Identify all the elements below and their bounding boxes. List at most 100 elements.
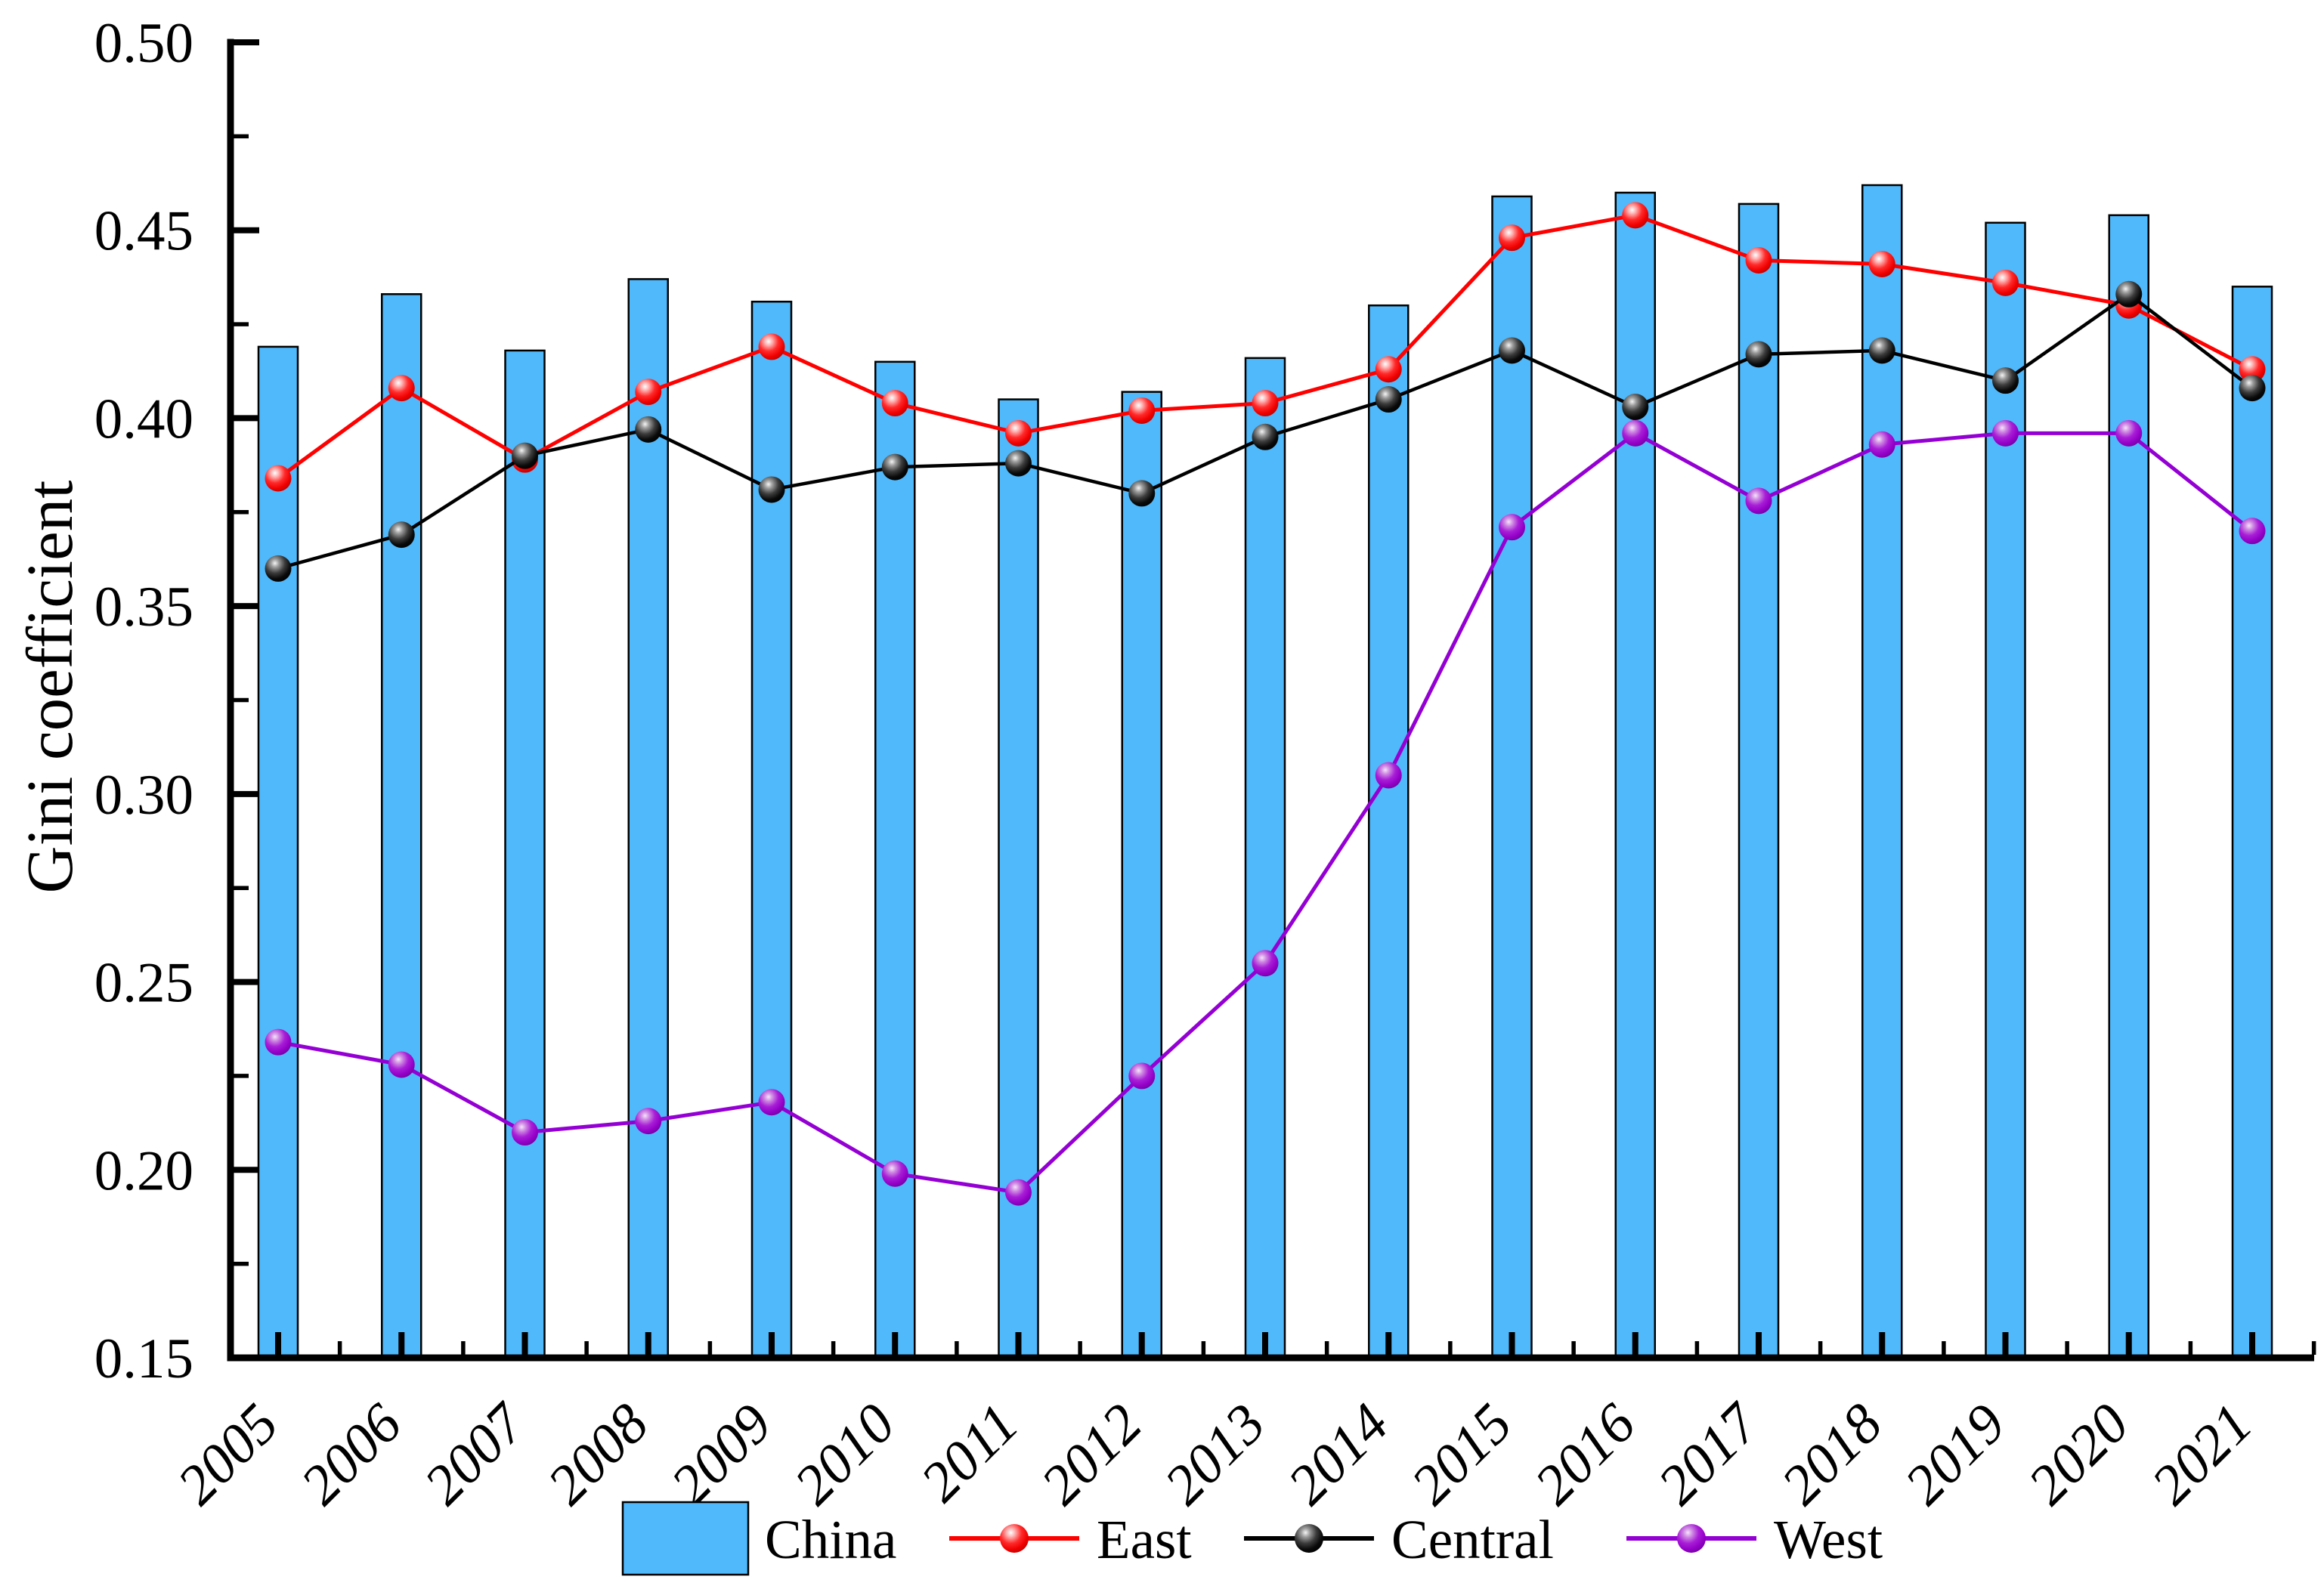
- east-marker-2009: [758, 333, 785, 360]
- x-tick-label-2008: 2008: [536, 1392, 661, 1516]
- y-tick-label-0.50: 0.50: [94, 12, 193, 75]
- x-tick-label-2016: 2016: [1523, 1392, 1648, 1516]
- series-east: [265, 202, 2266, 492]
- central-marker-2020: [2115, 280, 2143, 308]
- east-marker-2014: [1375, 356, 1402, 383]
- east-marker-2011: [1005, 419, 1032, 447]
- west-marker-2007: [512, 1119, 538, 1146]
- bar-2017: [1738, 203, 1780, 1359]
- legend-marker-west: [1677, 1524, 1706, 1553]
- y-tick-label-0.20: 0.20: [94, 1139, 193, 1202]
- west-marker-2014: [1375, 762, 1402, 789]
- x-tick-label-2010: 2010: [783, 1392, 908, 1516]
- west-marker-2010: [881, 1160, 908, 1187]
- central-marker-2015: [1499, 337, 1525, 364]
- east-marker-2006: [388, 375, 415, 402]
- west-marker-2019: [1992, 419, 2019, 447]
- bar-2012: [1121, 391, 1162, 1359]
- west-marker-2017: [1745, 487, 1772, 515]
- x-tick-label-2005: 2005: [166, 1392, 290, 1516]
- bar-2009: [750, 300, 793, 1359]
- y-tick-label-0.45: 0.45: [94, 200, 193, 263]
- legend-swatch-china: [621, 1501, 750, 1576]
- y-tick-label-0.25: 0.25: [94, 952, 193, 1015]
- y-tick-label-0.15: 0.15: [94, 1328, 193, 1390]
- central-marker-2006: [388, 521, 415, 549]
- west-marker-2020: [2115, 419, 2143, 447]
- bar-2018: [1861, 184, 1903, 1359]
- x-tick-label-2017: 2017: [1646, 1390, 1772, 1516]
- west-marker-2018: [1868, 431, 1895, 458]
- bar-2008: [627, 278, 669, 1359]
- central-marker-2007: [512, 442, 538, 469]
- east-marker-2012: [1128, 397, 1156, 424]
- west-marker-2006: [388, 1051, 415, 1078]
- x-tick-label-2021: 2021: [2140, 1392, 2264, 1516]
- east-marker-2015: [1499, 224, 1525, 252]
- central-marker-2016: [1622, 394, 1649, 421]
- east-marker-2010: [881, 390, 908, 417]
- y-tick-label-0.35: 0.35: [94, 576, 193, 638]
- x-tick-label-2007: 2007: [413, 1390, 539, 1516]
- y-tick-label-0.30: 0.30: [94, 764, 193, 827]
- central-marker-2021: [2239, 375, 2266, 402]
- bar-2020: [2108, 214, 2149, 1359]
- east-marker-2005: [265, 465, 292, 492]
- bar-2021: [2231, 286, 2273, 1359]
- series-central: [265, 280, 2266, 582]
- x-tick-label-2012: 2012: [1029, 1392, 1154, 1516]
- west-marker-2015: [1499, 514, 1525, 541]
- central-marker-2009: [758, 476, 785, 503]
- x-tick-label-2018: 2018: [1770, 1392, 1895, 1516]
- west-marker-2005: [265, 1028, 292, 1056]
- x-tick-label-2014: 2014: [1276, 1392, 1401, 1516]
- east-marker-2013: [1252, 390, 1279, 417]
- central-marker-2010: [881, 453, 908, 481]
- bar-2014: [1368, 304, 1410, 1359]
- y-axis-title: Gini coefficient: [13, 481, 86, 894]
- x-tick-label-2011: 2011: [909, 1392, 1031, 1513]
- west-marker-2009: [758, 1089, 785, 1116]
- x-tick-label-2015: 2015: [1400, 1392, 1524, 1516]
- bar-2015: [1491, 195, 1533, 1359]
- west-marker-2021: [2239, 518, 2266, 545]
- central-marker-2011: [1005, 450, 1032, 477]
- east-marker-2016: [1622, 202, 1649, 229]
- central-marker-2019: [1992, 367, 2019, 394]
- legend-marker-east: [1000, 1524, 1029, 1553]
- legend-label-china: China: [765, 1509, 896, 1570]
- west-marker-2012: [1128, 1062, 1156, 1090]
- x-tick-label-2020: 2020: [2016, 1392, 2141, 1516]
- axes: 0.50 0.45 0.40 0.35 0.30 0.25 0.20 0.1520052006…: [13, 12, 2316, 1516]
- central-marker-2013: [1252, 423, 1279, 450]
- legend-label-west: West: [1774, 1509, 1883, 1570]
- legend-marker-central: [1295, 1524, 1323, 1553]
- east-marker-2018: [1868, 250, 1895, 277]
- x-tick-label-2006: 2006: [289, 1392, 414, 1516]
- central-marker-2008: [635, 416, 662, 443]
- west-marker-2008: [635, 1108, 662, 1135]
- central-marker-2017: [1745, 341, 1772, 368]
- y-tick-label-0.40: 0.40: [94, 388, 193, 450]
- x-tick-label-2009: 2009: [659, 1392, 784, 1516]
- bar-2010: [874, 360, 916, 1359]
- series-west: [265, 419, 2266, 1206]
- legend: China East Central West: [621, 1501, 1883, 1576]
- east-marker-2017: [1745, 247, 1772, 274]
- bar-2011: [998, 398, 1039, 1359]
- central-marker-2014: [1375, 386, 1402, 413]
- central-marker-2012: [1128, 480, 1156, 507]
- legend-label-central: Central: [1391, 1509, 1554, 1570]
- east-marker-2021: [2239, 356, 2266, 383]
- bar-2007: [504, 349, 546, 1359]
- central-marker-2018: [1868, 337, 1895, 364]
- west-marker-2013: [1252, 950, 1279, 977]
- x-tick-label-2013: 2013: [1153, 1392, 1277, 1516]
- central-marker-2005: [265, 555, 292, 582]
- bars-china: [257, 184, 2273, 1359]
- bar-2006: [381, 293, 422, 1359]
- x-tick-label-2019: 2019: [1893, 1392, 2018, 1516]
- west-marker-2011: [1005, 1179, 1032, 1206]
